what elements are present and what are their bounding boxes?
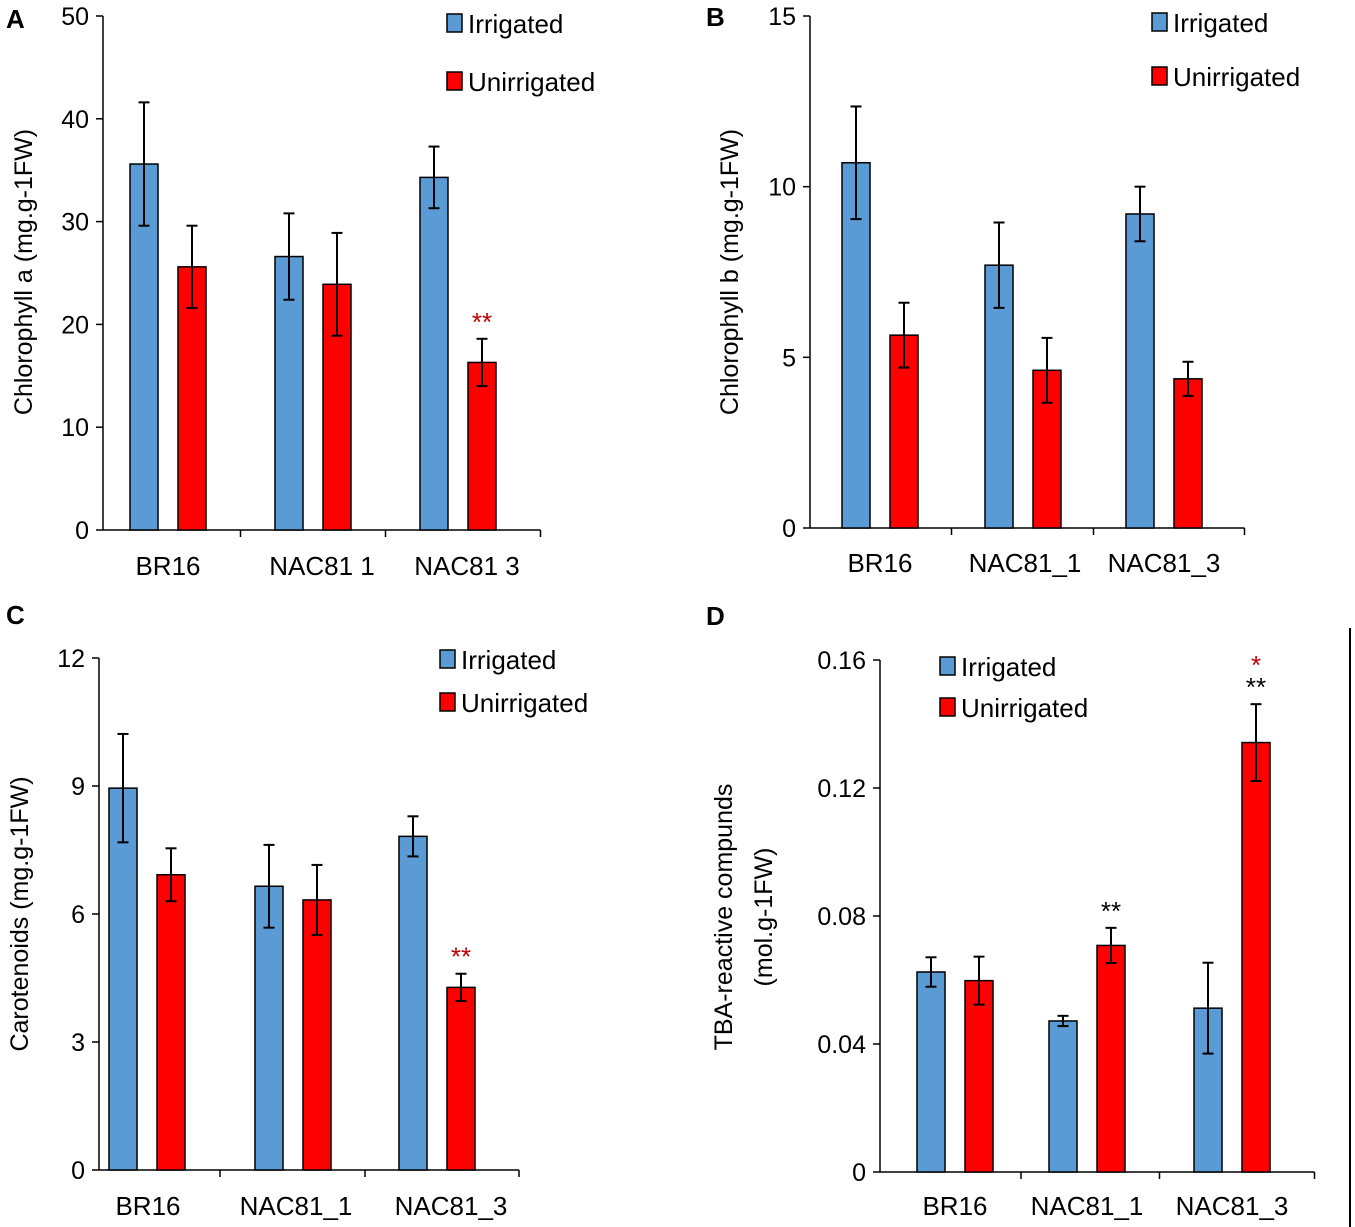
panel-d-significance-marker: * [1251, 650, 1261, 680]
panel-d-bar-unirrigated [964, 979, 994, 1173]
panel-a-y-tick-label: 50 [61, 3, 89, 31]
panel-d-y-axis-label-line2: (mol.g-1FW) [750, 848, 778, 987]
panel-b-y-tick-label: 10 [768, 174, 796, 202]
panel-d-category-label: NAC81_3 [1176, 1191, 1289, 1221]
panel-a-category-label: NAC81 1 [269, 551, 375, 581]
panel-d-letter: D [706, 601, 725, 631]
panel-c-bar-unirrigated [446, 986, 476, 1171]
panel-d-significance-marker: ** [1246, 672, 1266, 702]
panel-c-legend-swatch-unirrigated [439, 692, 456, 712]
panel-b-y-axis-label: Chlorophyll b (mg.g-1FW) [716, 129, 744, 415]
panel-c-bar-unirrigated [156, 873, 186, 1171]
panel-d-legend-label: Irrigated [961, 652, 1056, 682]
panel-d-bar-irrigated [1048, 1020, 1078, 1173]
panel-b-bar-irrigated [1125, 213, 1155, 529]
panel-a-significance-marker: ** [472, 307, 492, 337]
panel-c-letter: C [6, 600, 25, 630]
panel-c-y-tick-label: 9 [71, 773, 85, 801]
panel-b-category-label: NAC81_3 [1108, 548, 1221, 578]
panel-a-y-tick-label: 10 [61, 414, 89, 442]
panel-d-y-tick-label: 0.08 [817, 903, 866, 931]
panel-a-legend-swatch-irrigated [446, 13, 463, 33]
panel-c-category-label: NAC81_3 [395, 1191, 508, 1221]
panel-b-letter: B [706, 2, 725, 32]
panel-c-y-tick-label: 0 [71, 1157, 85, 1185]
panel-d-category-label: NAC81_1 [1031, 1191, 1144, 1221]
panel-a-y-tick-label: 40 [61, 106, 89, 134]
panel-c-significance-marker: ** [451, 942, 471, 972]
panel-b-bar-unirrigated [1173, 378, 1203, 529]
panel-d-legend-swatch-irrigated [939, 656, 956, 676]
panel-a-legend-swatch-unirrigated [446, 71, 463, 91]
panel-b-legend-label: Unirrigated [1173, 62, 1300, 92]
panel-d-y-tick-label: 0.04 [817, 1031, 866, 1059]
panel-d-legend-label: Unirrigated [961, 693, 1088, 723]
panel-c-bar-unirrigated [302, 899, 332, 1171]
panel-c-legend-label: Irrigated [461, 645, 556, 675]
panel-c-y-tick-label: 3 [71, 1029, 85, 1057]
panel-d-bar-unirrigated [1096, 944, 1126, 1173]
panel-b-y-tick-label: 15 [768, 3, 796, 31]
panel-a-y-tick-label: 20 [61, 311, 89, 339]
panel-a-y-tick-label: 30 [61, 209, 89, 237]
panel-a-bar-unirrigated [467, 361, 497, 531]
panel-a-category-label: NAC81 3 [414, 551, 520, 581]
panel-c-category-label: NAC81_1 [240, 1191, 353, 1221]
panel-d-y-tick-label: 0.16 [817, 647, 866, 675]
panel-c-y-tick-label: 6 [71, 901, 85, 929]
panel-c-y-axis-label: Carotenoids (mg.g-1FW) [6, 776, 34, 1051]
panel-c-legend-label: Unirrigated [461, 688, 588, 718]
panel-a-letter: A [6, 4, 25, 34]
panel-a-bar-irrigated [419, 176, 449, 531]
panel-b-legend-swatch-unirrigated [1151, 66, 1168, 86]
panel-c-legend-swatch-irrigated [439, 649, 456, 669]
panel-d-y-axis-label: TBA-reactive compunds [710, 784, 738, 1051]
panel-b-legend-swatch-irrigated [1151, 12, 1168, 32]
panel-a-y-tick-label: 0 [75, 517, 89, 545]
panel-c-category-label: BR16 [115, 1191, 180, 1221]
panel-c-bar-irrigated [254, 885, 284, 1171]
panel-c-y-tick-label: 12 [57, 645, 85, 673]
panel-d-bar-irrigated [916, 971, 946, 1173]
panel-b-legend-label: Irrigated [1173, 8, 1268, 38]
panel-c-bar-irrigated [108, 787, 138, 1171]
panel-b-bar-irrigated [984, 264, 1014, 529]
panel-a-legend-label: Unirrigated [468, 67, 595, 97]
panel-b-category-label: NAC81_1 [969, 548, 1082, 578]
panel-a-y-axis-label: Chlorophyll a (mg.g-1FW) [10, 129, 38, 415]
panel-d-bar-unirrigated [1241, 741, 1271, 1173]
panel-b-y-tick-label: 5 [782, 344, 796, 372]
panel-c-bar-irrigated [398, 835, 428, 1171]
panel-d-significance-marker: ** [1101, 896, 1121, 926]
panel-a-legend-label: Irrigated [468, 9, 563, 39]
panel-d-y-tick-label: 0 [852, 1159, 866, 1187]
panel-a-category-label: BR16 [135, 551, 200, 581]
panel-d-y-tick-label: 0.12 [817, 775, 866, 803]
panel-b-y-tick-label: 0 [782, 515, 796, 543]
panel-d-category-label: BR16 [922, 1191, 987, 1221]
panel-d-legend-swatch-unirrigated [939, 697, 956, 717]
panel-b-category-label: BR16 [847, 548, 912, 578]
